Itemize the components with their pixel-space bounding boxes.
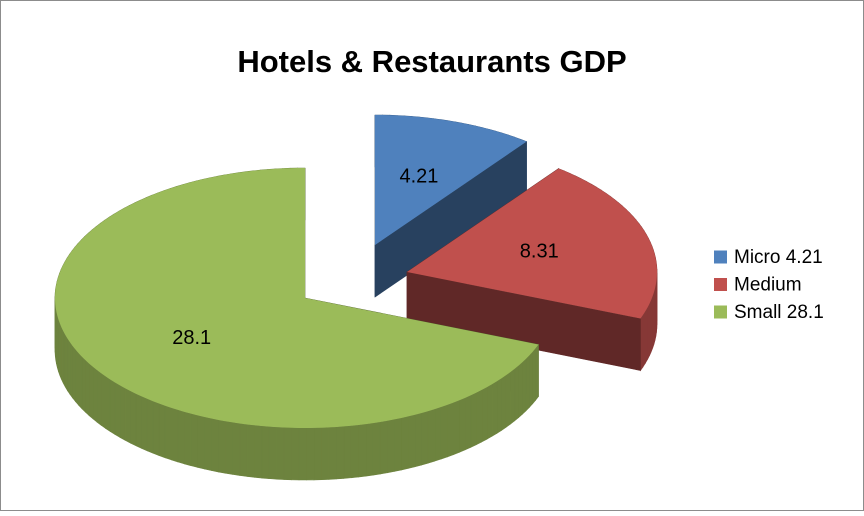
slice-wall <box>366 423 373 476</box>
slice-wall <box>314 428 321 480</box>
slice-wall <box>645 307 647 363</box>
legend-label: Medium <box>734 275 802 296</box>
slice-wall <box>329 427 336 479</box>
slice-wall <box>321 427 328 479</box>
slice-wall <box>115 382 120 437</box>
slice-wall <box>291 428 298 480</box>
slice-wall <box>401 416 408 470</box>
slice-wall <box>476 390 481 445</box>
slice-wall <box>141 396 147 451</box>
slice-wall <box>147 399 153 453</box>
data-label: 8.31 <box>520 241 559 263</box>
slice-wall <box>65 335 67 391</box>
slice-wall <box>465 395 471 450</box>
slice-wall <box>125 388 130 443</box>
slice-wall <box>225 421 232 474</box>
slice-wall <box>492 381 497 436</box>
legend-swatch <box>714 306 727 319</box>
slice-wall <box>359 424 366 477</box>
slice-wall <box>254 425 261 478</box>
data-label: 4.21 <box>400 166 439 188</box>
slice-wall <box>79 353 82 409</box>
slice-wall <box>82 357 85 412</box>
legend-swatch <box>714 251 727 264</box>
slice-wall <box>70 342 73 398</box>
slice-wall <box>502 375 507 430</box>
slice-wall <box>68 339 70 395</box>
slice-wall <box>640 315 643 371</box>
slice-wall <box>233 422 240 475</box>
slice-wall <box>447 403 453 457</box>
slice-wall <box>85 360 89 415</box>
slice-wall <box>415 413 422 467</box>
slice-wall <box>153 401 159 455</box>
slice-wall <box>247 424 254 477</box>
slice-wall <box>536 345 539 401</box>
slice-wall <box>387 419 394 472</box>
slice-wall <box>351 425 358 478</box>
slice-wall <box>106 376 111 431</box>
slice-wall <box>63 331 65 387</box>
slice-wall <box>262 426 269 479</box>
slice-wall <box>165 406 171 460</box>
slice-wall <box>73 346 76 402</box>
chart-title: Hotels & Restaurants GDP <box>237 44 626 79</box>
slice-wall <box>394 418 401 471</box>
slice-wall <box>422 411 429 465</box>
slice-wall <box>75 350 78 406</box>
slice-wall <box>159 404 165 458</box>
slice-wall <box>306 428 313 480</box>
legend-swatch <box>714 278 727 291</box>
slice-wall <box>204 417 211 471</box>
slice-wall <box>184 412 191 466</box>
slice-wall <box>380 421 387 474</box>
slice-wall <box>533 348 536 404</box>
slice-wall <box>471 393 477 448</box>
slice-wall <box>522 359 526 414</box>
slice-wall <box>336 426 343 479</box>
slice-wall <box>211 419 218 472</box>
slice-wall <box>373 422 380 475</box>
slice-wall <box>487 384 492 439</box>
slice-wall <box>459 398 465 452</box>
slice-wall <box>120 385 125 440</box>
slice-wall <box>198 415 205 469</box>
slice-wall <box>136 394 142 449</box>
slice-wall <box>519 362 523 417</box>
slice-wall <box>178 410 185 464</box>
slice-wall <box>277 427 284 479</box>
slice-wall <box>130 391 135 446</box>
slice-wall <box>110 379 115 434</box>
slice-wall <box>97 370 101 425</box>
slice-wall <box>511 369 515 424</box>
slice-wall <box>344 426 351 479</box>
slice-wall <box>643 311 645 367</box>
slice-wall <box>284 428 291 480</box>
slice-wall <box>269 427 276 480</box>
slice-wall <box>497 378 502 433</box>
slice-wall <box>482 387 487 442</box>
slice-wall <box>191 414 198 468</box>
slice-wall <box>408 415 415 469</box>
slice-wall <box>93 367 97 422</box>
slice-wall <box>171 408 177 462</box>
slice-wall <box>101 373 105 428</box>
slice-wall <box>515 365 519 420</box>
legend-label: Small 28.1 <box>734 302 824 323</box>
slice-wall <box>453 400 459 454</box>
legend-label: Micro 4.21 <box>734 247 823 268</box>
slice-wall <box>529 352 532 408</box>
slice-wall <box>441 405 447 459</box>
slice-wall <box>299 428 306 480</box>
slice-wall <box>89 363 93 418</box>
slice-wall <box>526 355 529 410</box>
slice-wall <box>506 372 510 427</box>
slice-wall <box>240 424 247 477</box>
slice-wall <box>218 420 225 473</box>
slice-wall <box>428 409 434 463</box>
data-label: 28.1 <box>172 327 211 349</box>
slice-wall <box>435 407 441 461</box>
